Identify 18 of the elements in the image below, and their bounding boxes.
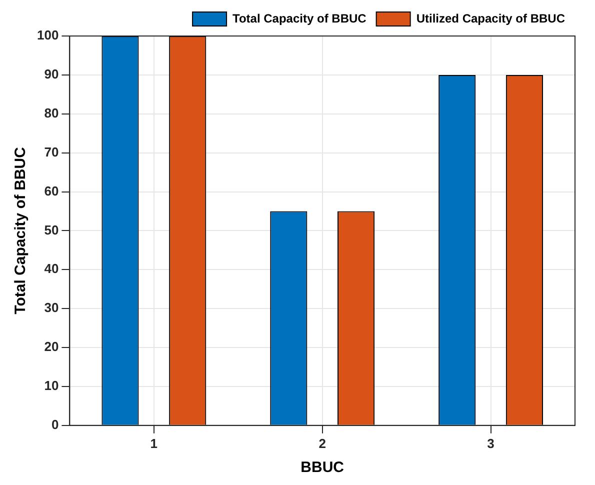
y-tick-label: 100 — [36, 28, 59, 43]
y-tick-label: 90 — [44, 66, 59, 82]
x-tick-label: 2 — [318, 436, 326, 451]
x-tick-label: 3 — [487, 436, 494, 451]
y-tick-label: 70 — [44, 144, 59, 160]
x-axis-title: BBUC — [300, 459, 344, 476]
y-tick-label: 50 — [44, 222, 59, 238]
x-tick-label: 1 — [150, 436, 158, 451]
y-axis-title: Total Capacity of BBUC — [12, 146, 30, 314]
legend-label: Total Capacity of BBUC — [232, 11, 367, 26]
y-tick-label: 20 — [44, 339, 59, 354]
legend-label: Utilized Capacity of BBUC — [416, 11, 566, 26]
y-tick-label: 60 — [44, 183, 59, 198]
y-tick-label: 10 — [44, 378, 59, 394]
y-tick-label: 0 — [51, 416, 59, 432]
y-tick-label: 40 — [44, 261, 59, 276]
y-tick-label: 30 — [44, 300, 59, 316]
y-tick-label: 80 — [44, 105, 59, 120]
